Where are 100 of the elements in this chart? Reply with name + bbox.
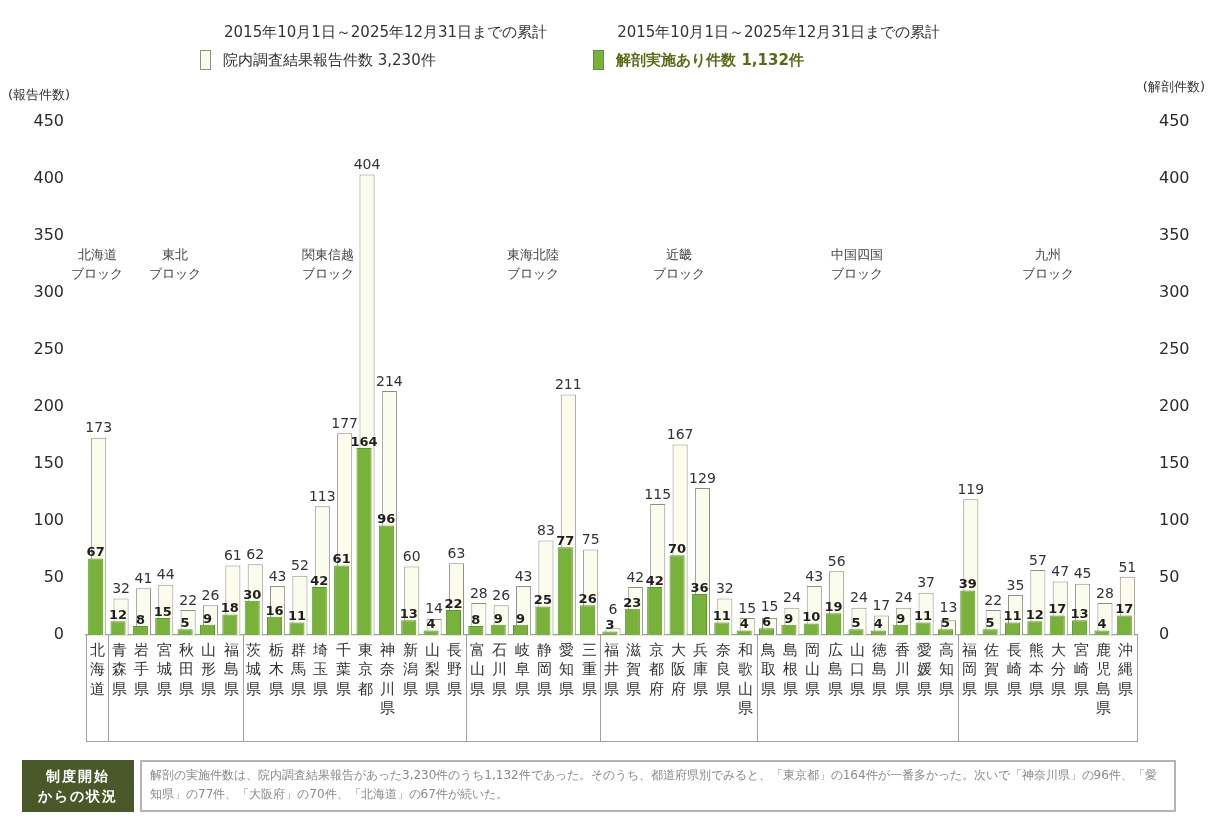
x-tick-label: 福井県 xyxy=(604,640,619,698)
data-label: 173 xyxy=(85,419,113,436)
y2-tick-label: 0 xyxy=(1159,624,1170,644)
data-label: 39 xyxy=(958,576,977,592)
data-label: 129 xyxy=(689,469,716,486)
x-tick-label: 群馬県 xyxy=(289,640,306,698)
data-label: 32 xyxy=(715,580,734,597)
x-tick-label: 長野県 xyxy=(447,640,463,698)
x-tick-label: 熊本県 xyxy=(1028,640,1044,698)
data-label: 22 xyxy=(984,591,1003,608)
annotation: 近畿ブロック xyxy=(652,246,705,281)
data-label: 42 xyxy=(626,568,645,585)
data-label: 9 xyxy=(784,610,794,626)
x-tick-label: 宮城県 xyxy=(155,640,172,698)
data-label: 60 xyxy=(402,548,421,565)
data-label: 115 xyxy=(644,485,672,502)
x-tick-label: 秋田県 xyxy=(179,640,195,698)
x-tick-label: 長崎県 xyxy=(1006,640,1022,698)
legend-label: 院内調査結果報告件数 3,230件 xyxy=(223,50,436,71)
data-label: 11 xyxy=(914,608,933,624)
x-tick-label: 宮崎県 xyxy=(1073,640,1089,698)
data-label: 10 xyxy=(802,609,821,625)
x-tick-label: 奈良県 xyxy=(715,640,731,698)
x-tick-label: 東京都 xyxy=(358,640,374,698)
data-label: 47 xyxy=(1051,563,1070,580)
data-label: 4 xyxy=(873,616,883,632)
x-tick-label: 茨城県 xyxy=(245,640,262,698)
y-tick-label: 0 xyxy=(53,624,64,644)
x-tick-label: 岡山県 xyxy=(805,640,821,698)
annotation: 中国四国ブロック xyxy=(831,246,884,281)
data-label: 17 xyxy=(1115,601,1134,617)
data-label: 67 xyxy=(86,544,105,560)
x-tick-label: 滋賀県 xyxy=(626,640,642,698)
y-axis-title: (報告件数) xyxy=(8,87,71,103)
y2-tick-label: 400 xyxy=(1159,168,1190,188)
text: 解剖の実施件数は、院内調査結果報告があった3,230件のうち1,132件であった。そのうち、都道府県別でみると、「東京都」の164件が一番多かった。次いで「神奈川県」の96件、「愛知県」の77件、「大阪府」の70件、「北海道」の67件が続いた。 xyxy=(150,767,1158,803)
x-tick-label: 大分県 xyxy=(1051,640,1067,698)
x-tick-label: 愛知県 xyxy=(559,640,575,698)
x-tick-label: 山口県 xyxy=(849,640,865,698)
data-label: 11 xyxy=(287,608,306,624)
data-label: 4 xyxy=(1097,616,1107,632)
data-label: 43 xyxy=(805,567,824,584)
data-label: 24 xyxy=(782,589,801,606)
annotation: 九州ブロック xyxy=(1021,246,1074,281)
x-tick-label: 福島県 xyxy=(223,640,239,698)
data-label: 28 xyxy=(469,584,488,601)
y2-axis-title: (解剖件数) xyxy=(1142,79,1205,95)
data-label: 211 xyxy=(554,376,582,393)
data-label: 83 xyxy=(537,522,555,539)
y2-tick-label: 300 xyxy=(1159,282,1190,302)
data-label: 12 xyxy=(1025,607,1044,623)
x-tick-label: 鹿児島県 xyxy=(1095,640,1111,718)
data-label: 6 xyxy=(608,601,618,618)
data-label: 4 xyxy=(426,616,436,632)
x-tick-label: 兵庫県 xyxy=(693,640,709,698)
data-label: 16 xyxy=(265,602,284,618)
data-label: 61 xyxy=(223,547,242,564)
data-label: 13 xyxy=(1070,606,1089,622)
data-label: 41 xyxy=(134,569,153,586)
x-tick-label: 鳥取県 xyxy=(759,640,776,698)
data-label: 77 xyxy=(556,533,575,549)
data-label: 12 xyxy=(108,607,128,623)
data-label: 28 xyxy=(1096,584,1114,601)
x-tick-label: 島根県 xyxy=(782,640,798,698)
y-tick-label: 450 xyxy=(33,111,64,131)
data-label: 9 xyxy=(516,610,526,626)
x-tick-label: 岐阜県 xyxy=(514,640,530,698)
data-label: 22 xyxy=(179,591,198,608)
data-label: 25 xyxy=(533,592,552,608)
x-tick-label: 福岡県 xyxy=(961,640,977,698)
data-label: 177 xyxy=(331,414,359,431)
x-tick-label: 新潟県 xyxy=(402,640,418,698)
annotation: 東北ブロック xyxy=(149,246,202,281)
annotation: 関東信越ブロック xyxy=(302,246,355,281)
data-label: 70 xyxy=(668,541,687,557)
x-tick-label: 石川県 xyxy=(492,640,508,698)
x-tick-label: 神奈川県 xyxy=(380,640,396,718)
x-tick-label: 大阪府 xyxy=(671,640,687,698)
data-label: 26 xyxy=(492,587,511,603)
y2-tick-label: 200 xyxy=(1159,396,1190,416)
y-tick-label: 50 xyxy=(43,567,64,587)
y-tick-label: 400 xyxy=(33,168,64,188)
legend-label: 解剖実施あり件数 1,132件 xyxy=(616,50,804,71)
data-label: 24 xyxy=(894,589,913,606)
data-label: 9 xyxy=(202,610,212,626)
data-label: 15 xyxy=(760,597,779,614)
y-tick-label: 150 xyxy=(33,453,64,473)
x-tick-label: 愛媛県 xyxy=(917,640,933,698)
data-label: 6 xyxy=(762,614,772,630)
data-label: 13 xyxy=(939,598,958,615)
x-tick-label: 沖縄県 xyxy=(1117,640,1134,698)
data-label: 11 xyxy=(1003,608,1022,624)
y2-tick-label: 450 xyxy=(1159,111,1190,131)
data-label: 8 xyxy=(471,611,481,627)
x-tick-label: 埼玉県 xyxy=(312,640,329,698)
x-tick-label: 山形県 xyxy=(201,640,217,698)
data-label: 17 xyxy=(1048,601,1067,617)
x-tick-label: 京都府 xyxy=(648,640,664,698)
data-label: 26 xyxy=(201,587,220,603)
y-tick-label: 250 xyxy=(33,339,64,359)
